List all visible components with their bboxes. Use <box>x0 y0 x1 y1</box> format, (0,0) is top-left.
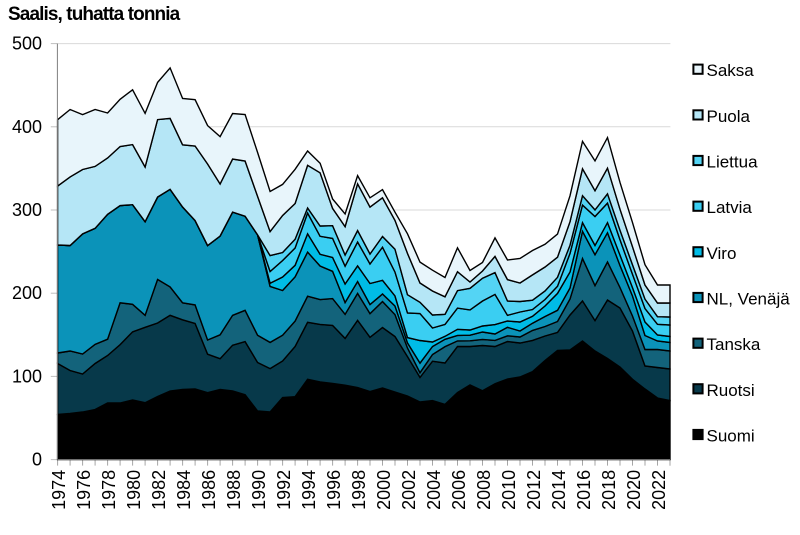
svg-text:2018: 2018 <box>599 470 619 510</box>
svg-text:1974: 1974 <box>49 470 69 510</box>
svg-text:Latvia: Latvia <box>707 198 753 217</box>
svg-text:Viro: Viro <box>707 244 737 263</box>
svg-text:1992: 1992 <box>274 470 294 510</box>
svg-text:2012: 2012 <box>524 470 544 510</box>
svg-text:2020: 2020 <box>624 470 644 510</box>
svg-text:2000: 2000 <box>374 470 394 510</box>
svg-text:2022: 2022 <box>649 470 669 510</box>
svg-text:400: 400 <box>12 117 42 137</box>
svg-text:2014: 2014 <box>549 470 569 510</box>
svg-text:300: 300 <box>12 200 42 220</box>
svg-text:Saalis, tuhatta tonnia: Saalis, tuhatta tonnia <box>8 4 181 25</box>
svg-text:1984: 1984 <box>174 470 194 510</box>
svg-text:Suomi: Suomi <box>707 427 755 446</box>
svg-text:1982: 1982 <box>149 470 169 510</box>
svg-text:0: 0 <box>32 450 42 470</box>
svg-text:1990: 1990 <box>249 470 269 510</box>
svg-text:1978: 1978 <box>99 470 119 510</box>
svg-text:2016: 2016 <box>574 470 594 510</box>
svg-text:NL, Venäjä: NL, Venäjä <box>707 290 791 309</box>
svg-text:Saksa: Saksa <box>707 61 755 80</box>
svg-text:100: 100 <box>12 366 42 386</box>
svg-text:2006: 2006 <box>449 470 469 510</box>
svg-text:2002: 2002 <box>399 470 419 510</box>
svg-text:1980: 1980 <box>124 470 144 510</box>
svg-text:Puola: Puola <box>707 107 751 126</box>
svg-text:1998: 1998 <box>349 470 369 510</box>
svg-text:2008: 2008 <box>474 470 494 510</box>
svg-text:2004: 2004 <box>424 470 444 510</box>
svg-text:1976: 1976 <box>74 470 94 510</box>
svg-text:Tanska: Tanska <box>707 335 761 354</box>
svg-text:200: 200 <box>12 283 42 303</box>
svg-text:1994: 1994 <box>299 470 319 510</box>
svg-text:Liettua: Liettua <box>707 153 759 172</box>
svg-text:1996: 1996 <box>324 470 344 510</box>
svg-text:2010: 2010 <box>499 470 519 510</box>
svg-text:1986: 1986 <box>199 470 219 510</box>
svg-text:Ruotsi: Ruotsi <box>707 381 755 400</box>
svg-text:500: 500 <box>12 34 42 54</box>
svg-text:1988: 1988 <box>224 470 244 510</box>
